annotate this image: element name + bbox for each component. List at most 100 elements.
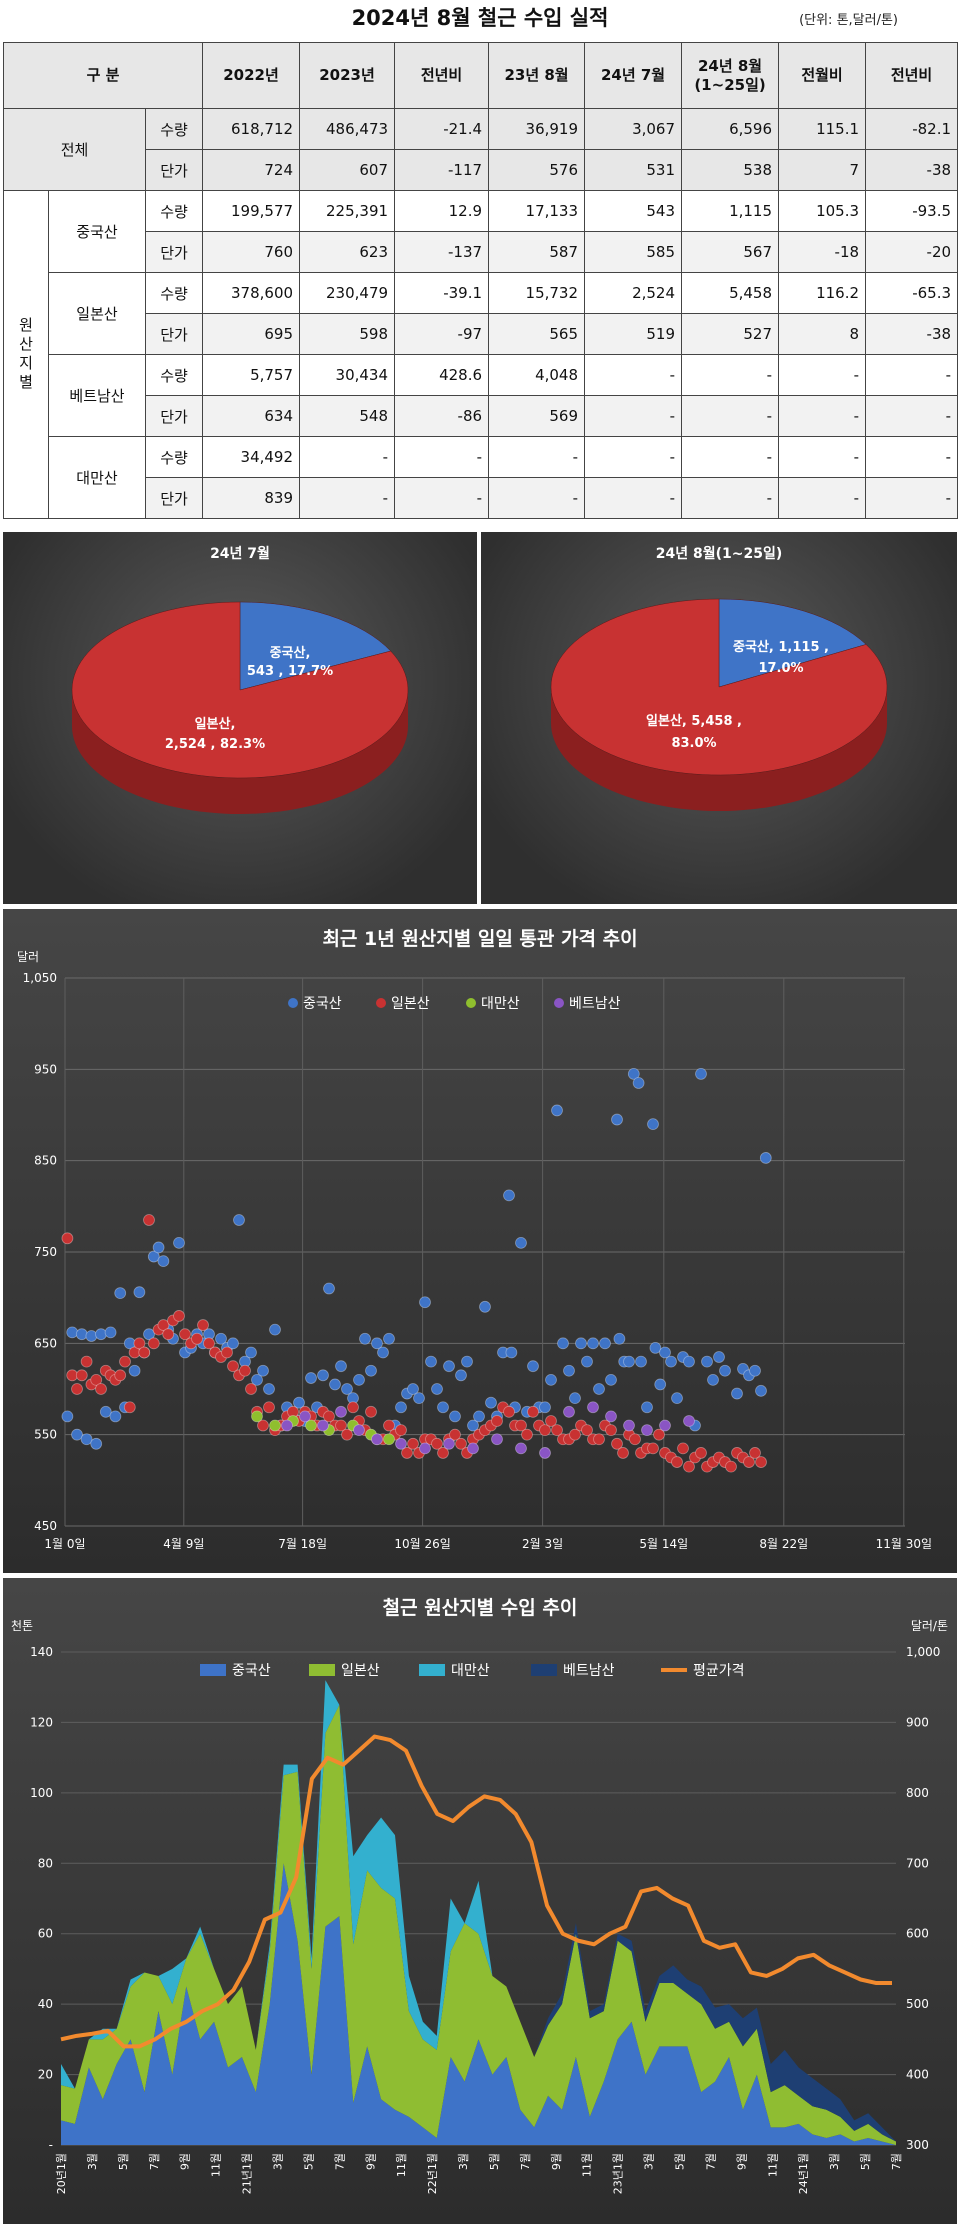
scatter-point (245, 1383, 257, 1395)
table-cell: -117 (394, 149, 490, 191)
scatter-point (587, 1337, 599, 1350)
scatter-point (95, 1328, 107, 1341)
scatter-point (419, 1296, 431, 1309)
scatter-point (251, 1373, 263, 1386)
scatter-point (75, 1328, 88, 1341)
scatter-point (123, 1401, 136, 1414)
col-24-jul: 24년 7월 (584, 42, 683, 109)
scatter-point (449, 1410, 461, 1423)
area-xtick: 7월 (148, 2153, 161, 2170)
area-xtick: 21년1월 (241, 2153, 254, 2194)
scatter-point (707, 1373, 719, 1386)
pie-slice-1 (550, 598, 888, 776)
table-corner: 구 분 (2, 42, 204, 109)
table-cell: 598 (299, 313, 396, 355)
scatter-ytick: 1,050 (23, 971, 57, 985)
scatter-point (665, 1355, 677, 1368)
scatter-point (407, 1437, 419, 1450)
table-row-total-qty: 전체 수량 618,712 486,473 -21.4 36,919 3,067 6,596 1… (3, 108, 959, 191)
table-cell: - (865, 395, 959, 437)
scatter-point (677, 1442, 689, 1455)
pie-slice-0 (718, 598, 867, 688)
scatter-point (467, 1419, 479, 1432)
scatter-point (671, 1392, 683, 1405)
table-cell: 569 (488, 395, 586, 437)
scatter-point (659, 1346, 671, 1359)
scatter-point (323, 1282, 335, 1295)
scatter-point (443, 1360, 455, 1373)
scatter-point (353, 1424, 365, 1436)
table-cell: - (681, 395, 780, 437)
table-cell: 3,067 (584, 108, 683, 150)
scatter-point (263, 1401, 275, 1414)
table-cell: - (394, 436, 490, 478)
scatter-point (731, 1387, 743, 1400)
scatter-point (491, 1415, 503, 1427)
col-2023: 2023년 (299, 42, 396, 109)
pie-panel-july: 24년 7월 중국산, 543 , 17.7% 일본산, 2,524 , 82.3% (3, 532, 477, 904)
area-ytick: 140 (30, 1645, 53, 1659)
table-cell: -137 (394, 231, 490, 273)
table-cell: - (778, 436, 867, 478)
scatter-point (649, 1341, 662, 1354)
table-cell: 623 (299, 231, 396, 273)
area-legend-label: 중국산 (232, 1663, 271, 1679)
scatter-point (545, 1373, 557, 1386)
area-y2label: 달러/톤 (911, 1619, 948, 1633)
table-row-origin-price: 단가 760 623 -137 587 585 567 -18 -20 (4, 231, 959, 273)
table-cell: 5,757 (202, 354, 301, 396)
avg-price-line (60, 1734, 892, 2049)
scatter-point (147, 1337, 160, 1350)
pie-side (551, 687, 887, 811)
table-cell: - (299, 477, 396, 519)
qty-label: 수량 (144, 190, 204, 232)
scatter-point (263, 1383, 275, 1395)
area-xtick: 5월 (488, 2153, 501, 2170)
scatter-point (133, 1286, 146, 1299)
scatter-ytick: 650 (34, 1336, 57, 1350)
scatter-point (641, 1424, 653, 1436)
table-cell: 760 (202, 231, 301, 273)
scatter-point (147, 1250, 160, 1263)
table-cell: - (394, 477, 490, 519)
scatter-point (383, 1332, 395, 1345)
scatter-xtick: 4월 9일 (163, 1537, 204, 1551)
table-cell: - (584, 477, 683, 519)
scatter-point (245, 1346, 257, 1359)
area-xtick: 9월 (550, 2153, 563, 2170)
table-row-origin-price: 단가 839- - - - - - - (4, 477, 959, 519)
scatter-legend-label: 대만산 (481, 996, 520, 1012)
scatter-point (551, 1104, 563, 1117)
scatter-xtick: 7월 18일 (278, 1537, 327, 1551)
scatter-point (491, 1433, 503, 1446)
scatter-point (257, 1419, 269, 1432)
pie-slice-0 (239, 601, 392, 691)
table-row-origin-qty: 원산지별 중국산 수량 199,577 225,391 12.9 17,133 543 1,11… (3, 190, 959, 519)
area-xtick: 22년1월 (426, 2153, 439, 2194)
area-ytick: 100 (30, 1786, 53, 1800)
area-series-0 (61, 1863, 896, 2145)
table-header-row: 구 분 2022년 2023년 전년비 23년 8월 24년 7월 24년 8월… (2, 42, 959, 109)
scatter-point (629, 1433, 641, 1446)
table-cell: 531 (584, 149, 683, 191)
page-title: 2024년 8월 철근 수입 실적 (351, 6, 609, 30)
table-row-origin-qty: 대만산 수량 34,492- - - - - - - (4, 436, 959, 519)
area-xtick: 3월 (86, 2153, 99, 2170)
pie-label-china-value: 17.0% (758, 661, 803, 676)
table-cell: - (778, 354, 867, 396)
scatter-point (395, 1424, 407, 1436)
qty-label: 수량 (144, 436, 204, 478)
price-label: 단가 (144, 395, 204, 437)
scatter-point (90, 1437, 103, 1450)
table-cell: - (488, 477, 586, 519)
scatter-point (659, 1419, 671, 1432)
scatter-point (545, 1415, 557, 1427)
table-cell: 199,577 (202, 190, 301, 232)
scatter-point (563, 1364, 575, 1377)
table-cell: 116.2 (778, 272, 867, 314)
scatter-point (613, 1332, 626, 1345)
scatter-point (455, 1437, 467, 1450)
